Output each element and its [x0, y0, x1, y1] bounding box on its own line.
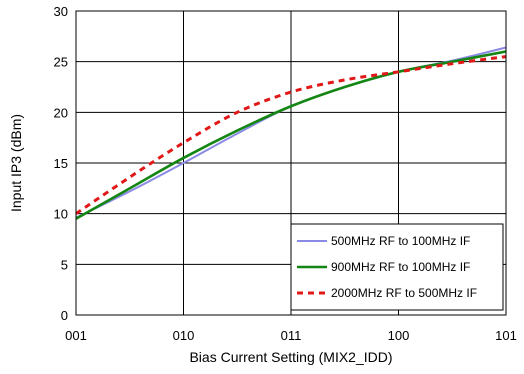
y-tick-label: 10 — [54, 207, 68, 222]
x-tick-label: 101 — [495, 328, 517, 343]
y-axis-label: Input IP3 (dBm) — [8, 114, 24, 212]
x-tick-label: 010 — [173, 328, 195, 343]
y-tick-label: 20 — [54, 105, 68, 120]
series-lines — [75, 46, 507, 220]
x-tick-label: 100 — [388, 328, 410, 343]
y-tick-label: 25 — [54, 55, 68, 70]
y-tick-label: 0 — [61, 308, 68, 323]
y-tick-label: 5 — [61, 257, 68, 272]
legend: 500MHz RF to 100MHz IF 900MHz RF to 100MH… — [290, 223, 504, 311]
x-axis-label: Bias Current Setting (MIX2_IDD) — [189, 349, 392, 365]
x-tick-label: 001 — [65, 328, 87, 343]
legend-label-3: 2000MHz RF to 500MHz IF — [331, 286, 477, 300]
tick-labels: 0 5 10 15 20 25 30 001 010 011 100 101 — [54, 4, 517, 343]
legend-label-1: 500MHz RF to 100MHz IF — [331, 234, 470, 248]
y-tick-label: 30 — [54, 4, 68, 19]
plot-frame — [75, 10, 507, 316]
x-tick-label: 011 — [281, 328, 302, 343]
y-tick-label: 15 — [54, 156, 68, 171]
series-line-3 — [75, 55, 507, 215]
legend-label-2: 900MHz RF to 100MHz IF — [331, 260, 470, 274]
